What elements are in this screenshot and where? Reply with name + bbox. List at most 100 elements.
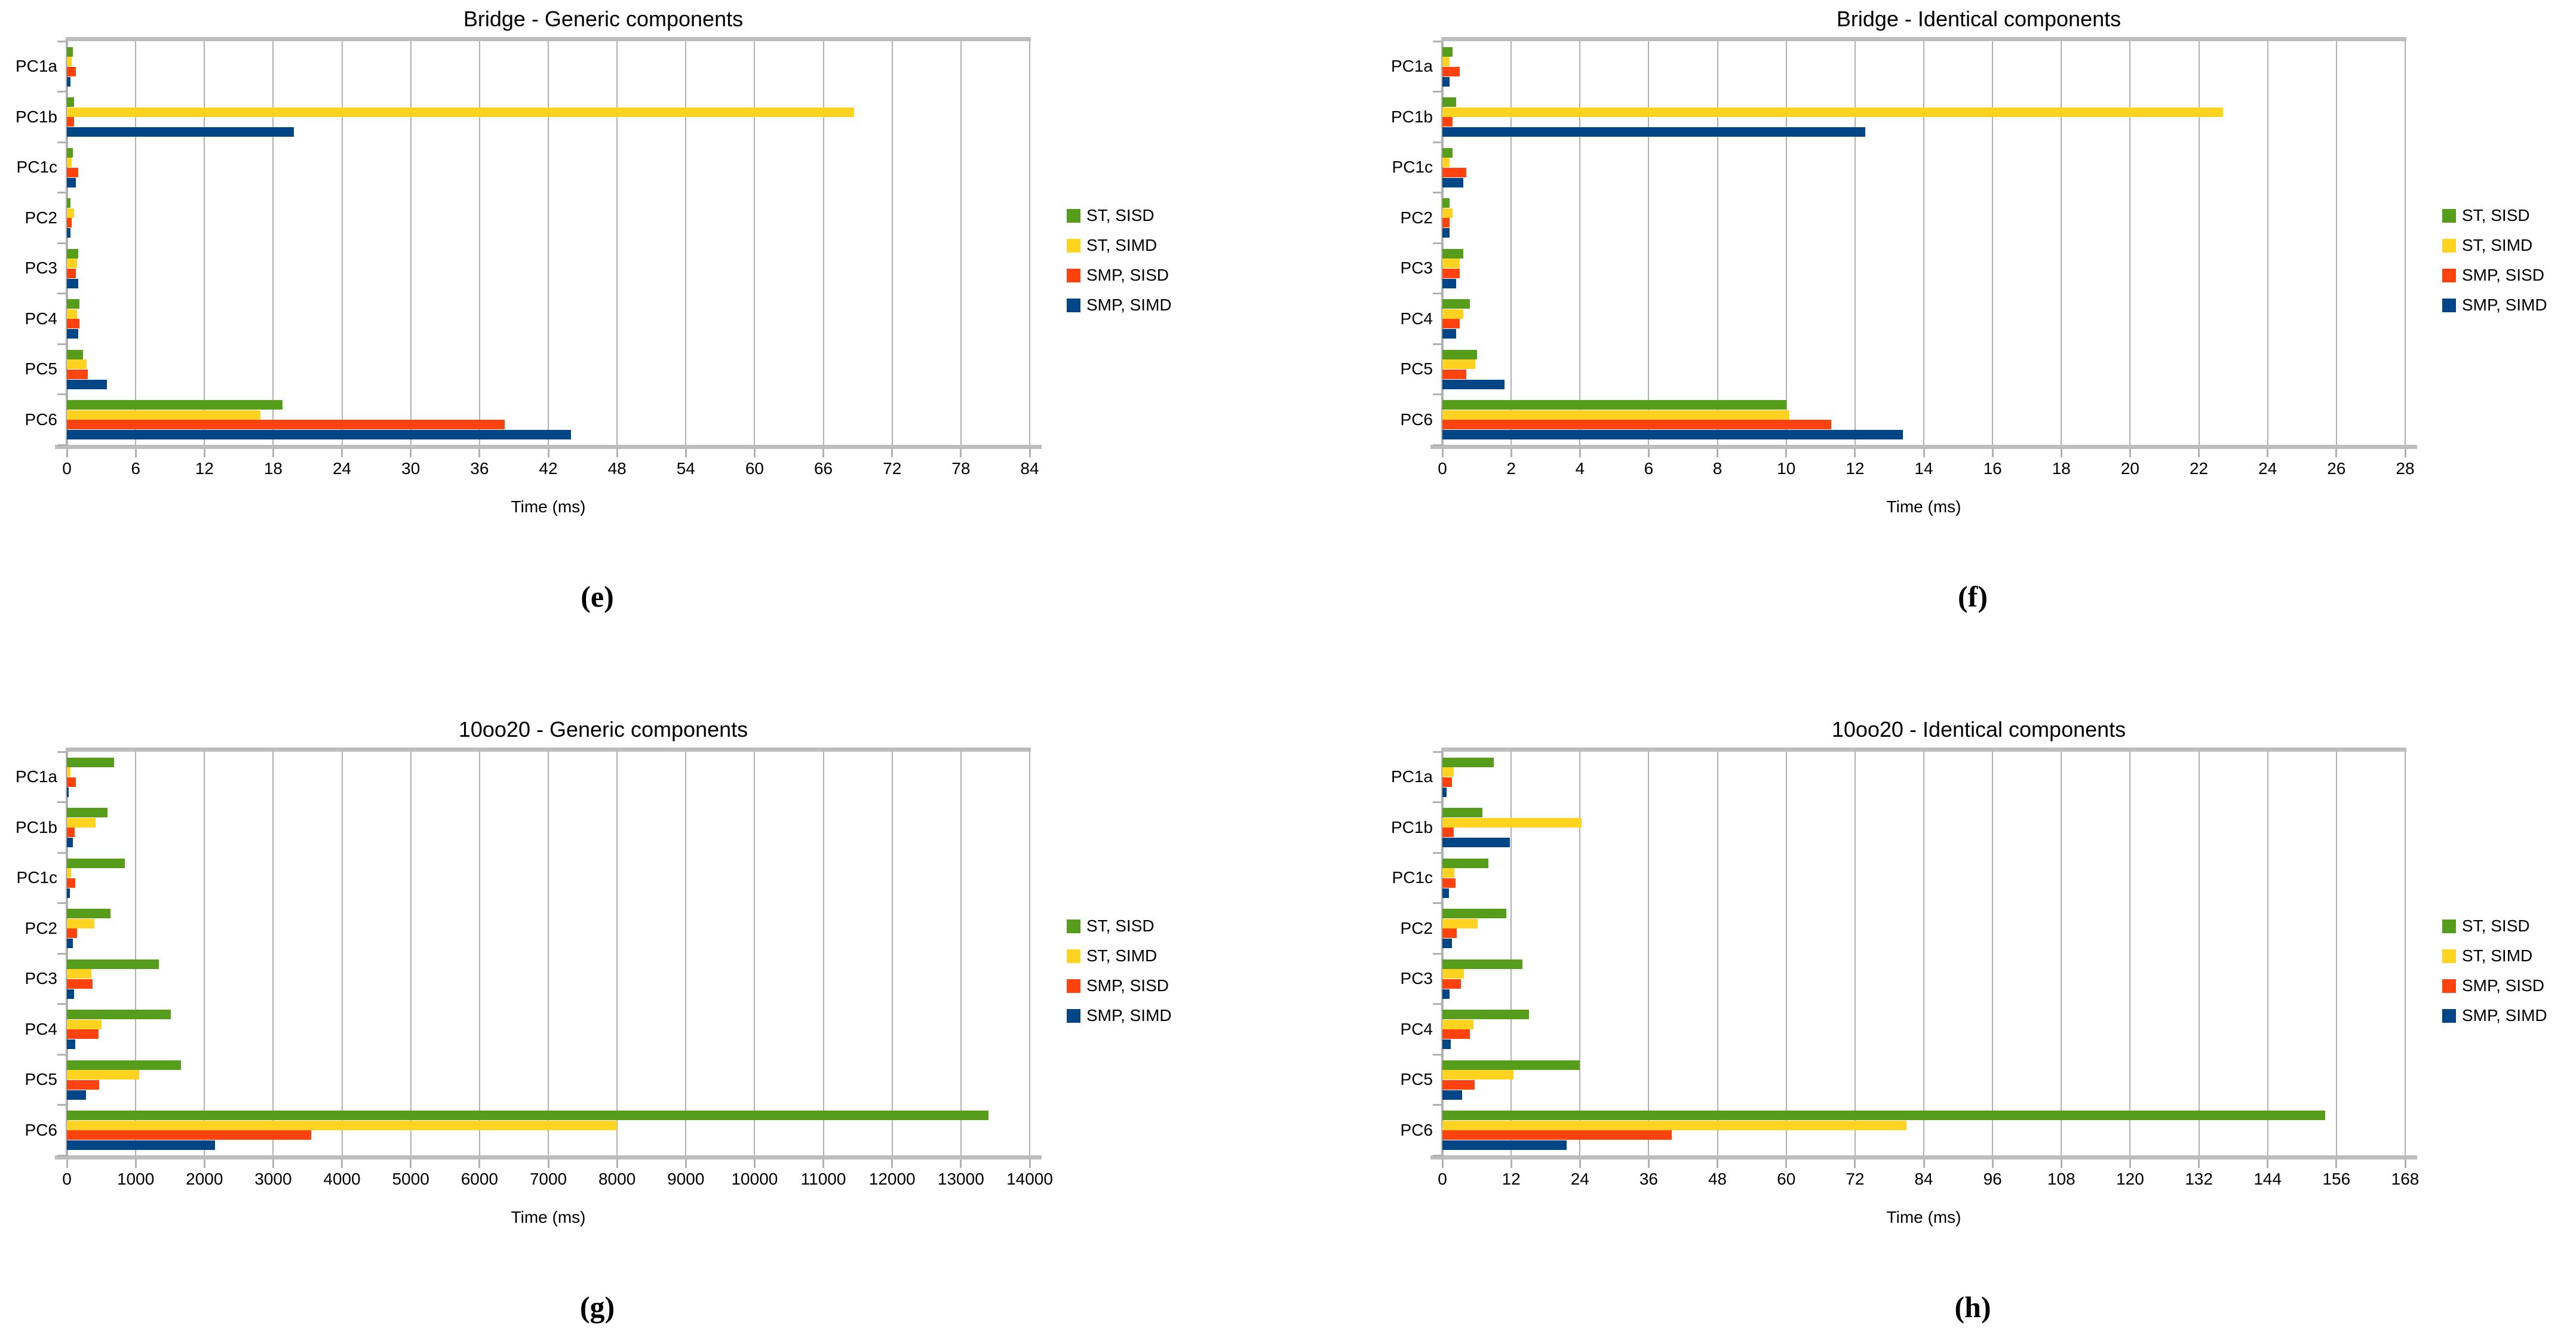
bar-PC3-st-simd [1442, 969, 1464, 979]
legend-swatch [1067, 238, 1080, 253]
bar-PC1a-smp-sisd [1442, 777, 1453, 787]
bar-PC1c-smp-sisd [67, 167, 79, 177]
bar-PC5-smp-sisd [67, 369, 88, 379]
gridline [1579, 41, 1581, 445]
x-tick [410, 449, 412, 457]
gridline [2405, 41, 2406, 445]
x-tick-label: 12 [1502, 1170, 1521, 1188]
x-tick-label: 2 [1506, 459, 1516, 478]
chart-panel-g: 10oo20 - Generic components 0 1000 2000 300… [0, 711, 1288, 1344]
figure-caption: (e) [581, 580, 614, 613]
bar-PC6-smp-simd [1442, 1140, 1567, 1151]
bar-PC3-smp-simd [67, 278, 79, 288]
x-axis-title: Time (ms) [1886, 497, 1961, 516]
bar-PC1b-smp-simd [1442, 127, 1866, 137]
bar-PC1a-smp-simd [67, 787, 69, 797]
y-category-label: PC4 [1400, 309, 1433, 328]
bar-PC1b-st-simd [1442, 107, 2223, 117]
y-tick [1433, 801, 1442, 803]
x-tick [1510, 449, 1512, 457]
x-tick [2267, 1160, 2269, 1168]
legend-item: SMP, SIMD [2442, 1007, 2547, 1025]
bar-PC1c-smp-sisd [67, 878, 75, 888]
legend-item: SMP, SISD [2442, 977, 2547, 995]
y-category-label: PC4 [1400, 1019, 1433, 1038]
x-tick-label: 48 [1708, 1170, 1727, 1188]
bar-PC5-st-sisd [1442, 349, 1477, 359]
x-tick-label: 24 [1570, 1170, 1589, 1188]
gridline [410, 752, 412, 1155]
gridline [204, 752, 205, 1155]
x-tick-label: 54 [676, 459, 695, 478]
gridline [478, 41, 480, 445]
gridline [2129, 41, 2131, 445]
y-category-label: PC4 [24, 1019, 57, 1038]
bar-PC5-st-sisd [67, 349, 83, 359]
legend-label: SMP, SISD [1086, 266, 1169, 284]
legend-swatch [2442, 1008, 2456, 1023]
plot-area: 0 1000 2000 3000 4000 5000 6000 7000 8000 9000 100… [16, 748, 1053, 1188]
legend-swatch [1067, 208, 1080, 223]
bar-PC1b-smp-simd [1442, 838, 1510, 848]
x-tick [1510, 1160, 1512, 1168]
bar-PC6-smp-sisd [67, 1130, 311, 1140]
y-category-label: PC5 [1400, 359, 1433, 379]
x-axis-title: Time (ms) [511, 497, 586, 516]
bar-PC1b-st-simd [67, 107, 855, 117]
bar-PC1a-st-sisd [1442, 47, 1453, 57]
gridline [1992, 752, 1994, 1155]
y-category-label: PC2 [1400, 918, 1433, 937]
gridline [1992, 41, 1994, 445]
x-tick-label: 42 [539, 459, 558, 478]
legend-item: ST, SIMD [2442, 947, 2547, 965]
x-tick-label: 60 [1777, 1170, 1796, 1188]
bar-PC1c-smp-simd [1442, 177, 1463, 187]
bar-PC5-smp-sisd [1442, 369, 1467, 379]
bar-PC1c-st-simd [67, 868, 71, 878]
bar-PC2-smp-sisd [1442, 218, 1450, 228]
bar-PC4-smp-sisd [1442, 1029, 1470, 1039]
y-tick [57, 1053, 67, 1056]
bar-PC3-smp-sisd [1442, 268, 1460, 278]
plot-top-border [1441, 748, 2406, 752]
gridline [891, 752, 893, 1155]
x-tick-label: 36 [470, 459, 489, 478]
plot-top-border [66, 748, 1031, 752]
bar-PC4-st-simd [1442, 1019, 1473, 1029]
x-tick-label: 30 [401, 459, 420, 478]
bar-PC1a-st-simd [67, 767, 70, 777]
x-tick [547, 1160, 549, 1168]
x-axis-line [1430, 445, 2417, 449]
chart-title: Bridge - Generic components [463, 7, 744, 31]
figure-caption: (h) [1954, 1290, 1991, 1324]
x-tick [1923, 449, 1925, 457]
bar-PC1b-st-simd [67, 817, 96, 828]
y-category-label: PC1a [15, 57, 57, 76]
y-tick [57, 192, 67, 193]
y-tick [57, 444, 67, 446]
legend-swatch [2442, 238, 2456, 253]
bar-PC4-smp-simd [67, 329, 79, 339]
legend-label: ST, SIMD [2462, 946, 2533, 965]
y-category-label: PC3 [24, 259, 57, 278]
x-tick [272, 1160, 274, 1168]
x-tick-label: 6000 [460, 1170, 498, 1188]
bar-PC6-smp-sisd [1442, 1130, 1672, 1140]
x-tick [891, 449, 894, 457]
x-tick-label: 3000 [254, 1170, 292, 1188]
gridline [1717, 752, 1718, 1155]
bar-PC1b-st-simd [1442, 817, 1582, 828]
x-tick [134, 1160, 137, 1168]
gridline [1923, 41, 1924, 445]
bar-PC3-smp-sisd [67, 268, 76, 278]
bar-PC4-smp-simd [67, 1039, 75, 1050]
bar-PC4-st-simd [67, 1019, 102, 1029]
bar-PC4-smp-simd [1442, 1039, 1451, 1050]
y-tick [57, 393, 67, 395]
y-tick [57, 1003, 67, 1005]
chart-panel-e: Bridge - Generic components 0 6 12 18 24 30 36… [0, 0, 1288, 672]
x-tick-label: 24 [2258, 459, 2277, 478]
y-axis-line [1441, 41, 1444, 445]
legend-item: ST, SISD [1067, 917, 1172, 935]
legend-label: ST, SIMD [1086, 946, 1157, 965]
